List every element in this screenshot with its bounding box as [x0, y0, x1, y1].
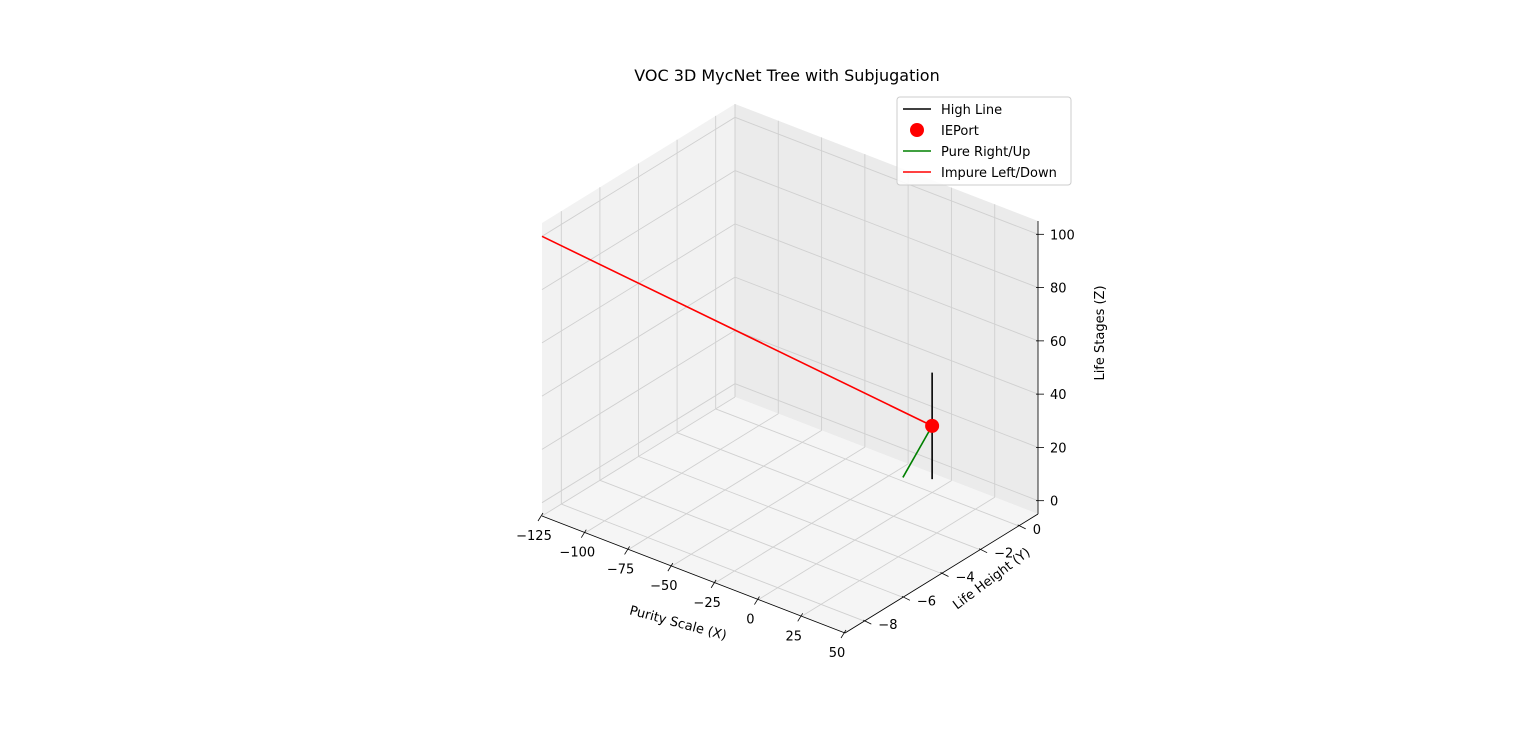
- z-tick-label: 40: [1050, 388, 1067, 403]
- legend-label-impure-left-down: Impure Left/Down: [941, 166, 1057, 181]
- y-tick-label: −8: [878, 618, 897, 633]
- tick-mark: [901, 595, 911, 601]
- x-tick-label: −100: [559, 546, 595, 561]
- tick-mark: [710, 579, 717, 589]
- gridline-y-floor: [715, 408, 1019, 527]
- data-series: [541, 235, 940, 480]
- x-axis-line: [541, 515, 846, 634]
- z-tick-label: 20: [1050, 441, 1067, 456]
- z-tick-label: 100: [1050, 228, 1075, 243]
- x-tick-label: 50: [829, 646, 846, 661]
- tick-mark: [580, 529, 587, 538]
- legend-label-pure-right-up: Pure Right/Up: [941, 145, 1030, 160]
- x-tick-label: −75: [607, 562, 634, 577]
- gridline-z-back: [734, 116, 1039, 235]
- tick-mark: [754, 596, 760, 605]
- tick-mark: [940, 572, 949, 577]
- legend-label-high-line: High Line: [941, 103, 1002, 118]
- legend-label-ieport: IEPort: [941, 124, 979, 139]
- gridline-z-back: [734, 276, 1039, 395]
- gridline-z-back: [734, 170, 1039, 289]
- tick-marks: −125 −100 −75 −50 −25 0 25 50 0 −2 −4 −6 −8 0 20 40 60 80…: [516, 228, 1075, 661]
- y-tick-label: −2: [994, 547, 1013, 562]
- z-tick-label: 0: [1050, 495, 1058, 510]
- gridline-y-floor: [676, 432, 981, 551]
- chart-title: VOC 3D MycNet Tree with Subjugation: [634, 66, 939, 85]
- gridline-z-left: [541, 383, 736, 504]
- y-tick-label: 0: [1033, 523, 1041, 538]
- gridline-z-left: [541, 116, 736, 237]
- gridline-z-back: [734, 383, 1039, 502]
- z-axis-label: Life Stages (Z): [1093, 285, 1108, 380]
- legend-box: [896, 96, 1072, 186]
- tick-mark: [1017, 524, 1026, 530]
- x-tick-label: 25: [785, 629, 802, 644]
- z-tick-label: 80: [1050, 282, 1067, 297]
- x-tick-label: 0: [746, 613, 754, 628]
- gridline-z-back: [734, 223, 1039, 342]
- y-tick-label: −4: [956, 571, 975, 586]
- y-tick-label: −6: [917, 594, 936, 609]
- legend-swatch-ieport: [910, 123, 924, 137]
- pane-y-wall: [735, 104, 1038, 514]
- y-axis-line: [844, 513, 1039, 634]
- x-tick-label: −50: [650, 579, 677, 594]
- gridlines: [541, 104, 1039, 634]
- tick-mark: [667, 562, 674, 572]
- z-tick-label: 60: [1050, 335, 1067, 350]
- scatter-point-ieport: [925, 418, 940, 433]
- gridline-y-floor: [638, 456, 942, 574]
- series-line-impure-left-down: [541, 235, 933, 427]
- x-tick-label: −125: [516, 529, 552, 544]
- axis-lines: [541, 221, 1039, 634]
- gridline-z-left: [541, 276, 736, 397]
- tick-mark: [840, 629, 847, 639]
- series-line-pure-right-up: [902, 425, 933, 478]
- tick-mark: [537, 512, 544, 522]
- gridline-z-left: [541, 330, 736, 450]
- x-tick-label: −25: [693, 596, 720, 611]
- gridline-y-floor: [561, 503, 865, 622]
- tick-mark: [863, 619, 872, 625]
- tick-mark: [978, 548, 988, 554]
- gridline-z-left: [541, 170, 736, 290]
- gridline-y-floor: [599, 479, 904, 598]
- legend: High Line IEPort Pure Right/Up Impure Left/…: [896, 96, 1072, 186]
- tick-mark: [624, 546, 630, 555]
- tick-mark: [797, 613, 804, 622]
- gridline-z-back: [734, 329, 1039, 448]
